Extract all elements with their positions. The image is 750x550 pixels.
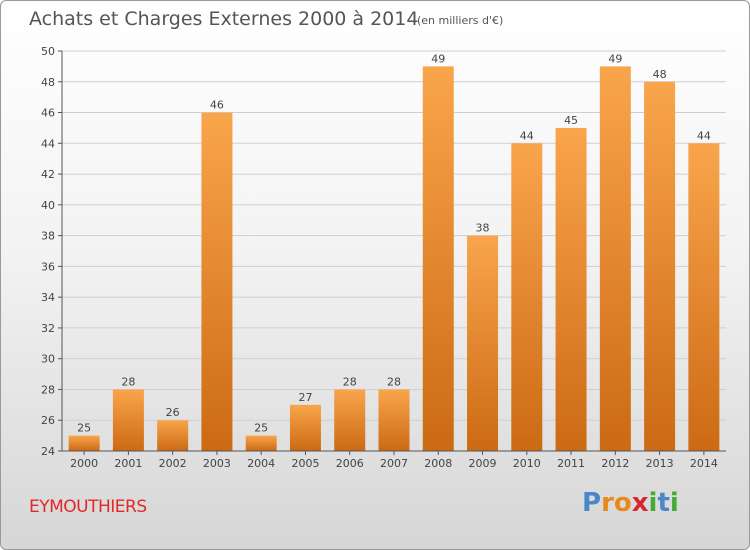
y-tick-label: 38 [41,230,55,243]
x-tick-label: 2009 [469,457,497,470]
proxiti-logo[interactable]: Proxiti [582,488,679,518]
y-tick-label: 24 [41,445,55,458]
x-tick-label: 2007 [380,457,408,470]
bars [68,66,720,452]
x-tick-label: 2006 [336,457,364,470]
bar-2013 [644,81,676,452]
y-tick-label: 26 [41,414,55,427]
bar-2010 [511,143,543,452]
y-tick-label: 46 [41,107,55,120]
y-tick-label: 44 [41,137,55,150]
y-tick-label: 48 [41,76,55,89]
bar-2012 [599,66,631,451]
bar-2000 [68,435,100,451]
data-label: 44 [697,129,711,142]
data-label: 38 [476,222,490,235]
bar-2007 [378,389,410,451]
data-label: 45 [564,114,578,127]
bar-2002 [157,420,189,451]
y-tick-label: 42 [41,168,55,181]
bar-2003 [201,112,233,452]
y-tick-label: 32 [41,322,55,335]
chart-title: Achats et Charges Externes 2000 à 2014 [29,8,419,30]
data-labels: 25 28 26 46 25 27 28 28 49 38 44 45 49 48 44 [77,52,711,434]
x-tick-label: 2011 [557,457,585,470]
data-label: 26 [166,406,180,419]
x-tick-label: 2000 [70,457,98,470]
data-label: 28 [343,375,357,388]
logo-letter: i [648,488,658,518]
y-tick-label: 40 [41,199,55,212]
logo-letter: o [613,488,632,518]
bar-2006 [334,389,366,451]
bar-2011 [555,127,587,451]
y-tick-label: 34 [41,291,55,304]
data-label: 28 [387,375,401,388]
bar-2014 [688,143,720,452]
data-label: 44 [520,129,534,142]
bar-2004 [245,435,277,451]
bar-2008 [422,66,454,451]
data-label: 27 [298,391,312,404]
data-label: 48 [653,68,667,81]
y-tick-label: 50 [41,45,55,58]
data-label: 28 [121,375,135,388]
x-tick-label: 2003 [203,457,231,470]
x-tick-label: 2014 [690,457,718,470]
axes: 24 26 28 30 32 34 36 38 40 42 44 46 48 50 2000 2001 2002… [41,45,726,470]
bar-2005 [289,404,321,451]
x-tick-label: 2008 [424,457,452,470]
commune-name: EYMOUTHIERS [29,497,147,517]
y-tick-label: 30 [41,353,55,366]
logo-letter: x [631,488,649,518]
y-tick-label: 36 [41,260,55,273]
x-tick-label: 2013 [646,457,674,470]
x-tick-label: 2010 [513,457,541,470]
logo-letter: P [582,488,602,518]
data-label: 25 [254,422,268,435]
data-label: 25 [77,422,91,435]
bar-2009 [467,235,499,451]
data-label: 46 [210,99,224,112]
x-tick-label: 2001 [114,457,142,470]
x-tick-label: 2004 [247,457,275,470]
y-tick-label: 28 [41,383,55,396]
chart-unit: (en milliers d'€) [417,14,504,27]
x-tick-label: 2005 [291,457,319,470]
logo-letter: t [657,488,670,518]
x-tick-label: 2012 [601,457,629,470]
logo-letter: i [669,488,679,518]
bar-2001 [112,389,144,451]
x-tick-label: 2002 [159,457,187,470]
data-label: 49 [608,52,622,65]
data-label: 49 [431,52,445,65]
logo-letter: r [601,488,614,518]
